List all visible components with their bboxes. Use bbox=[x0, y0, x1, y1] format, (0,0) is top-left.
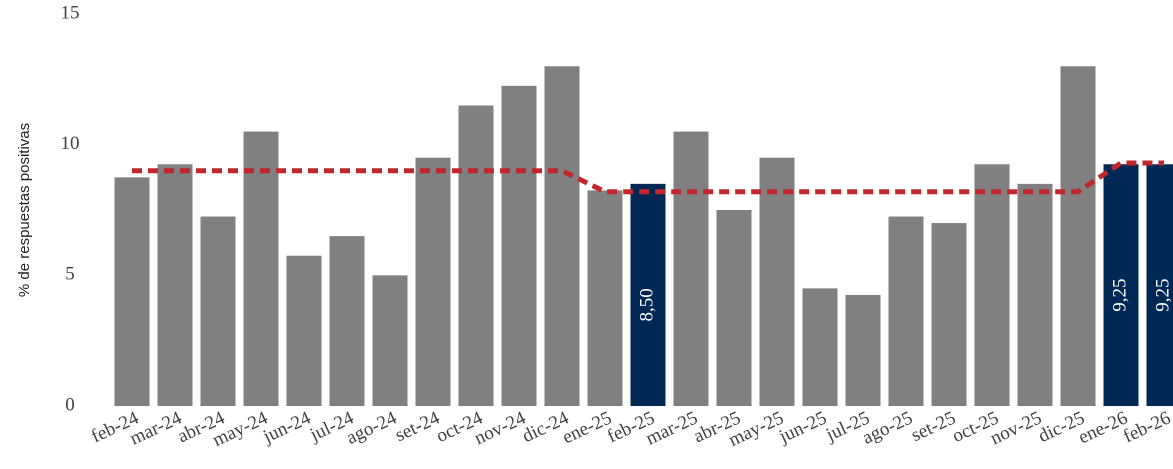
value-label: 9,25 bbox=[1152, 279, 1173, 312]
bar bbox=[1146, 164, 1173, 406]
average-line bbox=[132, 160, 1164, 195]
bar bbox=[845, 294, 881, 406]
bar bbox=[200, 216, 236, 406]
bar bbox=[415, 157, 451, 406]
bar bbox=[673, 131, 709, 406]
bar bbox=[372, 275, 408, 406]
bar bbox=[501, 85, 537, 406]
bar bbox=[759, 157, 795, 406]
x-tick-label: feb-26 bbox=[1120, 407, 1173, 447]
bar bbox=[458, 105, 494, 406]
y-tick-label: 15 bbox=[61, 2, 80, 23]
bar bbox=[157, 164, 193, 406]
x-tick-label: jun-25 bbox=[775, 407, 830, 447]
bar bbox=[544, 66, 580, 407]
y-tick-label: 10 bbox=[61, 133, 80, 154]
bar bbox=[716, 210, 752, 406]
bar bbox=[630, 183, 666, 406]
bar bbox=[329, 236, 365, 406]
bar bbox=[888, 216, 924, 406]
bar bbox=[931, 223, 967, 406]
y-tick-label: 0 bbox=[65, 394, 75, 415]
bar bbox=[243, 131, 279, 406]
bar bbox=[1017, 183, 1053, 406]
bar bbox=[1103, 164, 1139, 406]
y-tick-label: 5 bbox=[65, 264, 75, 285]
bar bbox=[802, 288, 838, 406]
bar bbox=[974, 164, 1010, 406]
y-axis-label: % de respuestas positivas bbox=[16, 123, 33, 297]
bar bbox=[1060, 66, 1096, 407]
bar bbox=[587, 190, 623, 406]
bar bbox=[114, 177, 150, 406]
x-tick-label: jun-24 bbox=[259, 407, 314, 448]
bar bbox=[286, 255, 322, 406]
value-label: 9,25 bbox=[1109, 279, 1130, 312]
value-label: 8,50 bbox=[636, 288, 657, 321]
